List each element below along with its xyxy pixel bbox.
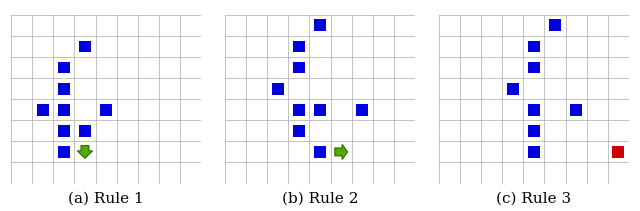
Bar — [528, 146, 540, 158]
Bar — [272, 83, 284, 95]
Polygon shape — [77, 146, 93, 158]
Bar — [37, 104, 49, 116]
Bar — [507, 83, 519, 95]
Bar — [58, 62, 70, 73]
Bar — [314, 104, 326, 116]
Bar — [58, 83, 70, 95]
Bar — [549, 19, 561, 31]
Bar — [58, 125, 70, 137]
Bar — [100, 104, 112, 116]
Bar — [356, 104, 368, 116]
Bar — [293, 125, 305, 137]
Bar — [528, 104, 540, 116]
Bar — [528, 62, 540, 73]
Bar — [293, 62, 305, 73]
Title: (a) Rule 1: (a) Rule 1 — [68, 192, 144, 206]
Bar — [58, 146, 70, 158]
Bar — [58, 104, 70, 116]
Bar — [293, 104, 305, 116]
Bar — [528, 41, 540, 52]
Title: (b) Rule 2: (b) Rule 2 — [282, 192, 358, 206]
Bar — [314, 19, 326, 31]
Bar — [612, 146, 624, 158]
Bar — [314, 146, 326, 158]
Bar — [79, 41, 91, 52]
Polygon shape — [335, 144, 348, 160]
Bar — [528, 125, 540, 137]
Bar — [79, 125, 91, 137]
Bar — [570, 104, 582, 116]
Title: (c) Rule 3: (c) Rule 3 — [497, 192, 572, 206]
Bar — [293, 41, 305, 52]
